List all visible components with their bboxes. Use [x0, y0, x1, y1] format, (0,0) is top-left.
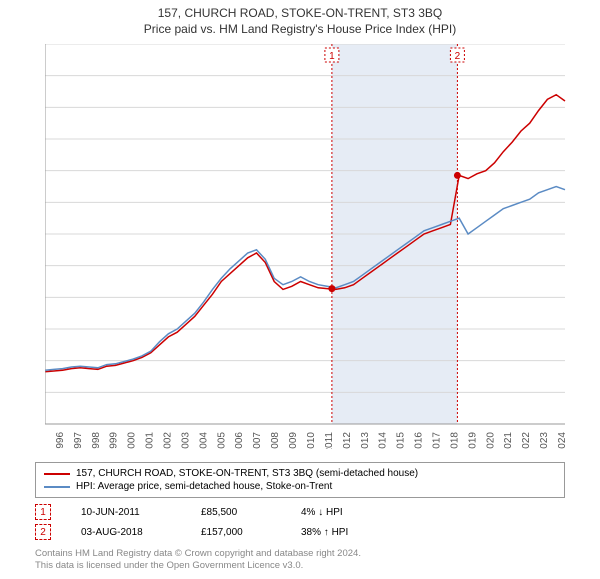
svg-text:2017: 2017: [431, 432, 442, 449]
marker-badge: 1: [35, 504, 51, 520]
legend-swatch: [44, 473, 70, 475]
price-chart: £0£20K£40K£60K£80K£100K£120K£140K£160K£1…: [45, 44, 600, 454]
marker-badge: 2: [35, 524, 51, 540]
svg-text:1998: 1998: [91, 432, 102, 449]
svg-text:2005: 2005: [216, 432, 227, 449]
svg-text:2007: 2007: [252, 432, 263, 449]
svg-text:1996: 1996: [55, 432, 66, 449]
marker-date: 10-JUN-2011: [81, 507, 171, 518]
svg-text:2018: 2018: [449, 432, 460, 449]
footer-line: This data is licensed under the Open Gov…: [35, 560, 565, 572]
svg-text:2010: 2010: [306, 432, 317, 449]
svg-text:2011: 2011: [324, 432, 335, 449]
svg-text:2020: 2020: [485, 432, 496, 449]
marker-pct: 38% ↑ HPI: [301, 527, 381, 538]
svg-text:2003: 2003: [180, 432, 191, 449]
svg-text:2014: 2014: [378, 432, 389, 449]
svg-text:2019: 2019: [467, 432, 478, 449]
footer: Contains HM Land Registry data © Crown c…: [35, 548, 565, 573]
footer-line: Contains HM Land Registry data © Crown c…: [35, 548, 565, 560]
marker-table: 1 10-JUN-2011 £85,500 4% ↓ HPI 2 03-AUG-…: [35, 502, 565, 542]
svg-text:2: 2: [455, 51, 461, 62]
svg-text:2006: 2006: [234, 432, 245, 449]
legend-item: 157, CHURCH ROAD, STOKE-ON-TRENT, ST3 3B…: [44, 467, 556, 480]
marker-date: 03-AUG-2018: [81, 527, 171, 538]
svg-text:2022: 2022: [521, 432, 532, 449]
legend: 157, CHURCH ROAD, STOKE-ON-TRENT, ST3 3B…: [35, 462, 565, 498]
svg-text:2008: 2008: [270, 432, 281, 449]
legend-label: 157, CHURCH ROAD, STOKE-ON-TRENT, ST3 3B…: [76, 468, 418, 479]
marker-price: £157,000: [201, 527, 271, 538]
svg-text:2009: 2009: [288, 432, 299, 449]
legend-item: HPI: Average price, semi-detached house,…: [44, 480, 556, 493]
svg-text:1: 1: [329, 51, 335, 62]
marker-row: 1 10-JUN-2011 £85,500 4% ↓ HPI: [35, 502, 565, 522]
svg-text:2016: 2016: [414, 432, 425, 449]
svg-text:1999: 1999: [109, 432, 120, 449]
legend-label: HPI: Average price, semi-detached house,…: [76, 481, 332, 492]
marker-row: 2 03-AUG-2018 £157,000 38% ↑ HPI: [35, 522, 565, 542]
svg-text:2021: 2021: [503, 432, 514, 449]
svg-text:2002: 2002: [163, 432, 174, 449]
legend-swatch: [44, 486, 70, 488]
svg-text:2000: 2000: [127, 432, 138, 449]
marker-price: £85,500: [201, 507, 271, 518]
svg-text:2004: 2004: [198, 432, 209, 449]
page-title-line1: 157, CHURCH ROAD, STOKE-ON-TRENT, ST3 3B…: [0, 6, 600, 20]
svg-text:2024: 2024: [557, 432, 568, 449]
svg-text:2012: 2012: [342, 432, 353, 449]
svg-text:1997: 1997: [73, 432, 84, 449]
svg-text:2013: 2013: [360, 432, 371, 449]
page-title-line2: Price paid vs. HM Land Registry's House …: [0, 22, 600, 36]
svg-text:2023: 2023: [539, 432, 550, 449]
marker-pct: 4% ↓ HPI: [301, 507, 381, 518]
svg-text:2001: 2001: [145, 432, 156, 449]
svg-text:2015: 2015: [396, 432, 407, 449]
svg-text:1995: 1995: [45, 432, 48, 449]
